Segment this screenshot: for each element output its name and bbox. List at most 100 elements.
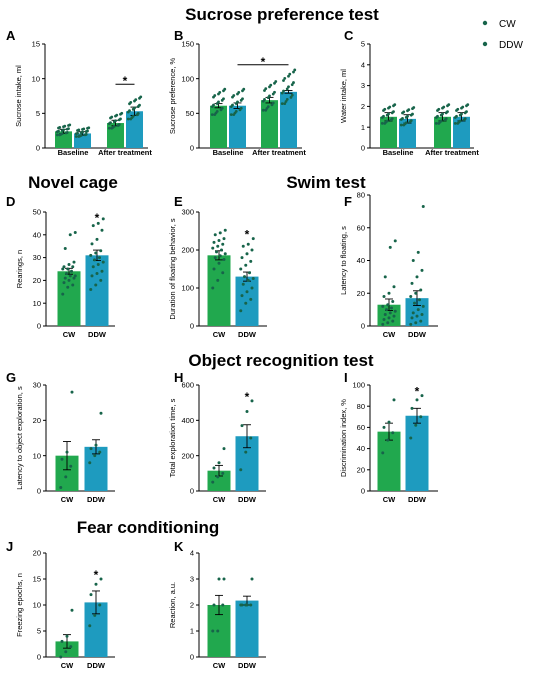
B-point-CW bbox=[263, 89, 266, 92]
A-point-CW bbox=[117, 118, 121, 122]
E-point-CW bbox=[213, 233, 217, 237]
B-y-tick-label: 150 bbox=[181, 40, 194, 49]
K-category-label: DDW bbox=[238, 661, 257, 670]
B-point-CW bbox=[261, 99, 265, 103]
D-point-DDW bbox=[90, 274, 94, 278]
D-bar-CW bbox=[57, 271, 81, 326]
C-point-DDW bbox=[460, 106, 463, 110]
B-point-CW bbox=[264, 108, 268, 112]
E-point-DDW bbox=[249, 259, 253, 263]
D-y-axis-label: Rearings, n bbox=[15, 250, 24, 288]
I-category-label: DDW bbox=[408, 495, 427, 504]
F-point-CW bbox=[391, 299, 395, 303]
I-point-DDW bbox=[409, 436, 413, 440]
H-bar-DDW bbox=[235, 436, 259, 491]
B-point-CW bbox=[268, 85, 271, 89]
C-y-tick-label: 5 bbox=[361, 40, 365, 49]
B-y-tick-label: 100 bbox=[181, 74, 194, 83]
B-point-DDW bbox=[289, 95, 293, 99]
E-bar-CW bbox=[207, 255, 231, 326]
D-point-CW bbox=[72, 276, 76, 280]
J-point-CW bbox=[65, 634, 69, 638]
B-point-CW bbox=[220, 98, 224, 102]
G-y-tick-label: 30 bbox=[33, 381, 41, 390]
A-point-CW bbox=[64, 131, 68, 135]
J-point-DDW bbox=[93, 613, 97, 617]
B-point-CW bbox=[210, 105, 214, 109]
C-point-CW bbox=[441, 106, 444, 110]
A-bar-DDW bbox=[126, 111, 143, 148]
D-point-DDW bbox=[98, 256, 101, 260]
A-point-DDW bbox=[126, 110, 130, 114]
G-category-label: CW bbox=[61, 495, 74, 504]
panel-C: C 0 1 2 3 4 5 Water intake, ml Baseline After tre… bbox=[339, 28, 479, 157]
D-point-DDW bbox=[89, 288, 93, 292]
A-point-DDW bbox=[86, 126, 89, 130]
F-point-CW bbox=[388, 245, 392, 249]
D-y-tick-label: 40 bbox=[33, 230, 41, 239]
G-bar-DDW bbox=[84, 446, 108, 491]
H-y-tick-label: 0 bbox=[190, 487, 194, 496]
legend-cw-marker bbox=[482, 20, 488, 26]
E-point-DDW bbox=[241, 282, 245, 286]
A-point-DDW bbox=[79, 131, 83, 135]
I-y-tick-label: 20 bbox=[357, 465, 365, 474]
B-point-DDW bbox=[283, 76, 287, 80]
D-y-tick-label: 10 bbox=[33, 299, 41, 308]
D-point-DDW bbox=[95, 272, 99, 276]
D-point-DDW bbox=[91, 224, 95, 228]
E-y-tick-label: 0 bbox=[190, 322, 194, 331]
D-point-CW bbox=[73, 231, 77, 235]
H-point-CW bbox=[216, 475, 220, 479]
B-point-CW bbox=[270, 103, 274, 107]
F-point-DDW bbox=[409, 295, 413, 299]
A-point-CW bbox=[57, 126, 60, 130]
F-point-DDW bbox=[413, 301, 416, 305]
B-point-DDW bbox=[290, 93, 294, 97]
F-point-DDW bbox=[416, 250, 420, 254]
F-point-CW bbox=[387, 316, 391, 320]
K-point-CW bbox=[217, 577, 221, 581]
J-point-DDW bbox=[99, 577, 103, 581]
E-point-CW bbox=[217, 261, 221, 265]
A-y-tick-label: 15 bbox=[32, 40, 40, 49]
A-significance-star: * bbox=[123, 74, 128, 88]
J-bar-DDW bbox=[84, 602, 108, 657]
G-point-DDW bbox=[99, 411, 103, 415]
C-group-label: After treatment bbox=[425, 148, 479, 157]
C-point-CW bbox=[443, 118, 447, 122]
F-point-CW bbox=[386, 321, 390, 325]
F-point-DDW bbox=[415, 275, 419, 279]
E-y-tick-label: 100 bbox=[181, 284, 194, 293]
B-point-DDW bbox=[236, 92, 239, 96]
panel-label-J: J bbox=[6, 539, 13, 554]
legend-cw-label: CW bbox=[499, 19, 516, 30]
J-point-DDW bbox=[98, 603, 102, 607]
C-point-CW bbox=[392, 104, 395, 108]
E-y-axis-label: Duration of floating behavior, s bbox=[168, 218, 177, 320]
D-point-DDW bbox=[96, 262, 100, 266]
C-point-CW bbox=[389, 118, 393, 122]
F-category-label: CW bbox=[383, 330, 396, 339]
J-y-tick-label: 10 bbox=[33, 601, 41, 610]
A-point-DDW bbox=[136, 105, 140, 108]
F-point-CW bbox=[390, 306, 393, 310]
D-point-DDW bbox=[100, 228, 104, 232]
E-point-DDW bbox=[251, 277, 255, 280]
panel-F: F 0 20 40 60 80 Latency to floating, s CW DDW bbox=[339, 191, 438, 339]
panel-E: E 0 100 200 300 Duration of floating behavior… bbox=[168, 194, 267, 339]
E-point-DDW bbox=[250, 248, 254, 252]
C-point-CW bbox=[437, 121, 441, 125]
B-point-DDW bbox=[285, 98, 289, 101]
I-y-axis-label: Discrimination index, % bbox=[339, 399, 348, 477]
I-significance-star: * bbox=[415, 385, 420, 399]
F-point-CW bbox=[383, 275, 387, 279]
F-point-DDW bbox=[420, 268, 424, 272]
F-point-DDW bbox=[410, 281, 414, 285]
I-y-tick-label: 100 bbox=[352, 381, 365, 390]
D-y-tick-label: 0 bbox=[37, 322, 41, 331]
G-y-tick-label: 20 bbox=[33, 416, 41, 425]
C-point-DDW bbox=[456, 121, 460, 125]
B-group-label: After treatment bbox=[252, 148, 306, 157]
